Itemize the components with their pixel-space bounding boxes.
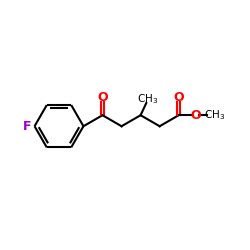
Text: O: O — [174, 91, 184, 104]
Text: F: F — [22, 120, 31, 133]
Text: CH$_3$: CH$_3$ — [204, 108, 226, 122]
Text: O: O — [97, 91, 108, 104]
Text: O: O — [190, 109, 201, 122]
Text: CH$_3$: CH$_3$ — [137, 92, 158, 106]
